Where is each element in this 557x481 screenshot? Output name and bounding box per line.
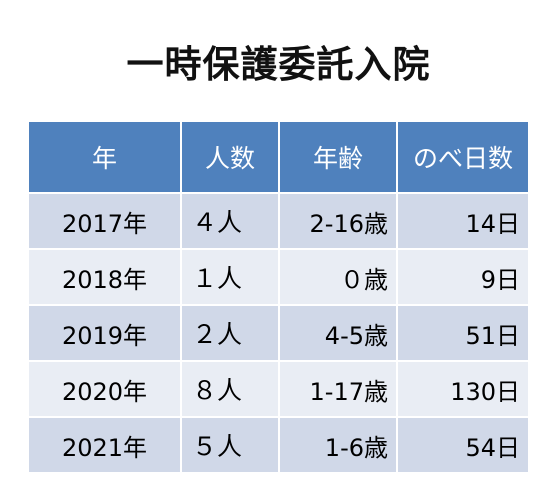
- table-header-row: 年 人数 年齢 のべ日数: [27, 120, 530, 194]
- cell-count: ８人: [180, 360, 280, 418]
- cell-count: ２人: [180, 304, 280, 362]
- header-count: 人数: [180, 120, 280, 194]
- cell-year: 2017年: [27, 192, 182, 250]
- cell-age: 4-5歳: [278, 304, 398, 362]
- cell-age: 1-6歳: [278, 416, 398, 474]
- header-age: 年齢: [278, 120, 398, 194]
- cell-age: 1-17歳: [278, 360, 398, 418]
- cell-year: 2021年: [27, 416, 182, 474]
- cell-year: 2019年: [27, 304, 182, 362]
- cell-age: 2-16歳: [278, 192, 398, 250]
- header-year: 年: [27, 120, 182, 194]
- table-row: 2021年 ５人 1-6歳 54日: [27, 416, 530, 474]
- cell-days: 14日: [396, 192, 530, 250]
- table-row: 2020年 ８人 1-17歳 130日: [27, 360, 530, 418]
- cell-count: ５人: [180, 416, 280, 474]
- header-days: のべ日数: [396, 120, 530, 194]
- data-table: 年 人数 年齢 のべ日数 2017年 ４人 2-16歳 14日 2018年 １人…: [27, 120, 530, 474]
- table-row: 2017年 ４人 2-16歳 14日: [27, 192, 530, 250]
- cell-count: ４人: [180, 192, 280, 250]
- cell-count: １人: [180, 248, 280, 306]
- cell-days: 54日: [396, 416, 530, 474]
- table-row: 2018年 １人 ０歳 9日: [27, 248, 530, 306]
- cell-days: 51日: [396, 304, 530, 362]
- cell-days: 9日: [396, 248, 530, 306]
- cell-age: ０歳: [278, 248, 398, 306]
- page-title: 一時保護委託入院: [126, 43, 431, 86]
- cell-days: 130日: [396, 360, 530, 418]
- table-row: 2019年 ２人 4-5歳 51日: [27, 304, 530, 362]
- cell-year: 2020年: [27, 360, 182, 418]
- cell-year: 2018年: [27, 248, 182, 306]
